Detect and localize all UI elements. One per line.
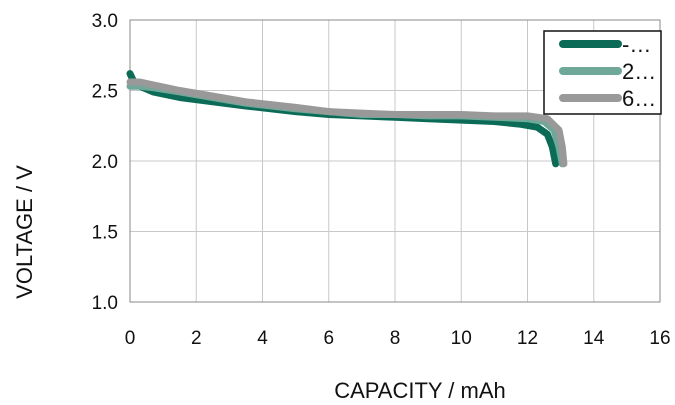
series-line-3	[126, 78, 568, 168]
x-tick-label: 0	[125, 328, 136, 349]
x-tick-label: 16	[649, 328, 670, 349]
legend-label-3: 6…	[622, 86, 656, 111]
x-tick-label: 2	[191, 328, 202, 349]
y-tick-label: 1.0	[92, 293, 118, 314]
legend-label-1: -…	[622, 32, 651, 57]
x-axis-title: CAPACITY / mAh	[334, 378, 506, 403]
x-tick-label: 14	[583, 328, 605, 349]
x-tick-label: 8	[390, 328, 401, 349]
y-tick-label: 2.0	[92, 152, 118, 173]
legend: -…2…6…	[543, 30, 662, 115]
y-axis-title: VOLTAGE / V	[12, 165, 37, 299]
x-tick-label: 6	[323, 328, 334, 349]
plot-area-frame	[129, 19, 661, 303]
series-layer	[126, 70, 568, 168]
y-tick-labels: 1.0 1.5 2.0 2.5 3.0	[92, 11, 118, 314]
x-tick-labels: 0 2 4 6 8 10 12 14 16	[125, 328, 671, 349]
x-tick-label: 12	[517, 328, 538, 349]
legend-label-2: 2…	[622, 59, 656, 84]
y-tick-label: 2.5	[92, 82, 118, 103]
y-tick-label: 1.5	[92, 223, 118, 244]
x-tick-label: 4	[257, 328, 268, 349]
x-tick-label: 10	[451, 328, 472, 349]
y-tick-label: 3.0	[92, 11, 118, 32]
